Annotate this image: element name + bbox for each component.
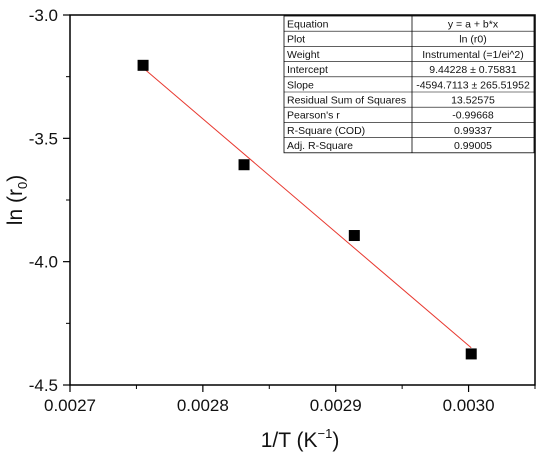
x-tick-label: 0.0028 xyxy=(177,396,229,415)
x-tick-label: 0.0027 xyxy=(44,396,96,415)
stats-table-frame xyxy=(283,15,535,154)
y-tick-label: -3.0 xyxy=(29,6,58,25)
y-tick-label: -4.5 xyxy=(29,376,58,395)
data-point xyxy=(137,59,149,71)
stats-value: 9.44228 ± 0.75831 xyxy=(429,64,517,76)
y-tick-label: -4.0 xyxy=(29,253,58,272)
data-point xyxy=(348,230,360,242)
stats-label: Plot xyxy=(287,34,305,46)
axis-tick-labels: 0.0027 0.0028 0.0029 0.0030 -4.5 -4.0 -3.5 -3.0 xyxy=(29,6,495,415)
stats-value: y = a + b*x xyxy=(448,19,499,31)
data-point xyxy=(465,348,477,360)
stats-value: 13.52575 xyxy=(451,95,495,107)
stats-label: R-Square (COD) xyxy=(287,125,365,137)
stats-label: Intercept xyxy=(287,64,328,76)
stats-value: -4594.7113 ± 265.51952 xyxy=(416,79,530,91)
stats-label: Weight xyxy=(287,49,320,61)
x-axis-title: 1/T (K−1) xyxy=(261,426,340,452)
data-points xyxy=(137,59,477,360)
stats-value: 0.99337 xyxy=(454,125,492,137)
y-tick-label: -3.5 xyxy=(29,129,58,148)
stats-label: Equation xyxy=(287,19,329,31)
stats-value: Instrumental (=1/ei^2) xyxy=(422,49,524,61)
stats-label: Adj. R-Square xyxy=(287,140,353,152)
stats-value: ln (r0) xyxy=(459,34,486,46)
axis-ticks xyxy=(63,14,536,392)
y-axis-title: ln (r0) xyxy=(4,175,30,225)
stats-table: Equation y = a + b*x Plot ln (r0) Weight Inst… xyxy=(283,15,535,154)
fit-line xyxy=(142,67,472,349)
stats-value: -0.99668 xyxy=(452,110,494,122)
stats-value: 0.99005 xyxy=(454,140,492,152)
x-tick-label: 0.0030 xyxy=(443,396,495,415)
x-tick-label: 0.0029 xyxy=(310,396,362,415)
stats-label: Pearson's r xyxy=(287,110,340,122)
stats-label: Residual Sum of Squares xyxy=(287,95,406,107)
data-point xyxy=(238,159,250,171)
stats-label: Slope xyxy=(287,79,314,91)
